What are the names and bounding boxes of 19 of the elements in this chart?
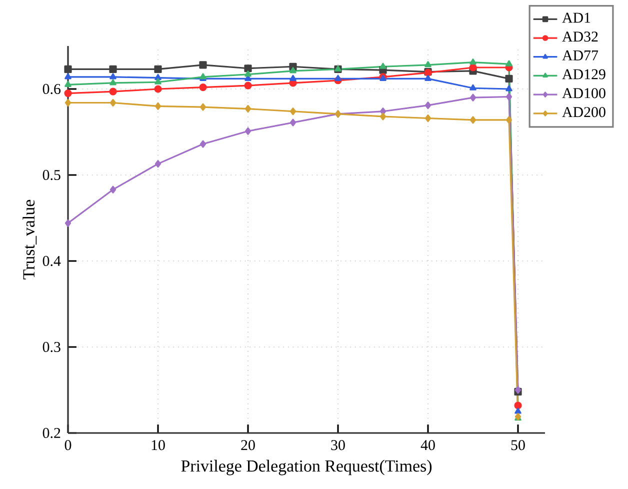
y-tick-label: 0.2 xyxy=(42,428,60,438)
legend-label: AD32 xyxy=(562,32,598,42)
legend-label: AD77 xyxy=(562,50,598,60)
y-tick-label: 0.5 xyxy=(42,170,60,180)
y-axis-title: Trust_value xyxy=(22,200,37,280)
x-tick-label: 0 xyxy=(64,440,72,450)
y-tick-label: 0.4 xyxy=(42,256,61,266)
legend-label: AD1 xyxy=(562,12,590,23)
x-tick-label: 40 xyxy=(420,440,435,450)
x-tick-label: 30 xyxy=(331,440,345,450)
x-tick-label: 10 xyxy=(152,440,165,450)
x-tick-label: 50 xyxy=(511,440,525,450)
x-tick-label: 20 xyxy=(241,440,255,450)
y-tick-label: 0.3 xyxy=(42,342,60,352)
y-tick-label: 0.6 xyxy=(42,84,61,94)
legend-label: AD200 xyxy=(562,107,606,118)
legend-label: AD129 xyxy=(562,69,606,80)
x-axis-title: Privilege Delegation Request(Times) xyxy=(181,460,432,476)
legend-label: AD100 xyxy=(562,88,606,98)
